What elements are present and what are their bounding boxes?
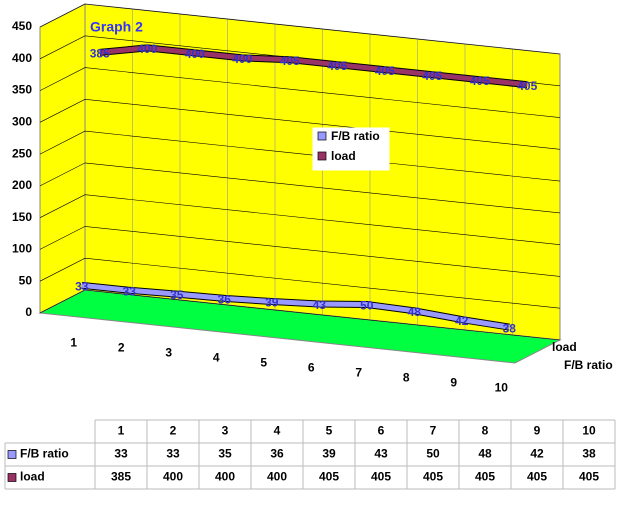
table-header: 8 [482,424,489,438]
table-header: 5 [326,424,333,438]
table-cell: 33 [166,447,180,461]
data-label: 35 [170,288,184,302]
data-label: 42 [455,314,469,328]
table-cell: 405 [579,470,599,484]
grid-line [39,162,561,214]
data-label: 400 [232,52,252,66]
y-tick-label: 450 [12,19,32,33]
table-cell: 33 [114,447,128,461]
data-label: 50 [360,299,374,313]
table-header: 3 [222,424,229,438]
data-label: 400 [137,42,157,56]
y-tick-label: 0 [25,305,32,319]
y-tick-label: 50 [19,273,33,287]
table-cell: 405 [475,470,495,484]
table-swatch [7,450,17,459]
table-row-label: F/B ratio [20,447,69,461]
data-label: 36 [218,293,232,307]
x-tick-label: 4 [213,351,220,365]
y-tick-label: 150 [12,210,32,224]
series-line [81,282,510,330]
table-cell: 36 [270,447,284,461]
data-label: 405 [280,54,300,68]
data-label: 405 [375,64,395,78]
table-header: 6 [378,424,385,438]
data-label: 405 [470,74,490,88]
y-tick-label: 200 [12,178,32,192]
table-header: 9 [534,424,541,438]
table-cell: 405 [371,470,391,484]
data-label: 43 [313,298,327,312]
depth-label: F/B ratio [564,358,613,372]
table-header: 2 [170,424,177,438]
table-cell: 43 [374,447,388,461]
table-swatch [7,473,17,482]
data-table: 1 2 3 4 5 6 7 8 9 10 F/B ratio 33 33 35 36 39 43 50 48 42 38… [4,419,616,490]
grid-line [39,289,561,341]
data-label: 405 [327,59,347,73]
grid-line [39,257,561,309]
grid-line [39,194,561,245]
grid-line [39,67,561,118]
depth-label: load [552,340,577,354]
table-cell: 405 [319,470,339,484]
x-tick-label: 2 [118,341,125,355]
table-cell: 42 [530,447,544,461]
legend-swatch [317,131,327,141]
legend-label: load [331,149,356,163]
chart-title: Graph 2 [90,19,143,35]
series-line [99,45,528,88]
table-cell: 405 [423,470,443,484]
data-label: 405 [517,79,537,93]
legend-label: F/B ratio [331,129,380,143]
table-cell: 400 [163,470,183,484]
legend: F/B ratio load [312,127,390,171]
table-cell: 400 [267,470,287,484]
grid-line [39,130,561,182]
data-label: 38 [503,321,517,335]
y-tick-label: 100 [12,242,32,256]
left-wall [39,3,86,314]
table-header: 7 [430,424,437,438]
x-tick-label: 1 [70,336,77,350]
grid-line [39,226,561,277]
table-cell: 35 [218,447,232,461]
table-cell: 50 [426,447,440,461]
x-tick-label: 7 [355,366,362,380]
x-tick-label: 10 [495,381,509,395]
data-label: 33 [75,279,89,293]
x-tick-label: 5 [260,356,267,370]
grid-line [39,98,561,150]
y-tick-label: 250 [12,146,32,160]
x-tick-label: 8 [403,371,410,385]
x-tick-label: 3 [165,346,172,360]
data-label: 39 [265,296,279,310]
table-header: 1 [118,424,125,438]
table-cell: 405 [527,470,547,484]
data-label: 405 [422,69,442,83]
legend-swatch [317,151,327,161]
data-label: 33 [123,284,137,298]
table-row-label: load [20,470,45,484]
data-label: 48 [408,305,422,319]
table-cell: 400 [215,470,235,484]
table-cell: 38 [582,447,596,461]
data-label: 385 [90,47,110,61]
table-cell: 39 [322,447,336,461]
y-tick-label: 300 [12,115,32,129]
table-cell: 48 [478,447,492,461]
table-header: 4 [274,424,281,438]
table-cell: 385 [111,470,131,484]
y-tick-label: 350 [12,83,32,97]
data-label: 400 [185,47,205,61]
x-tick-label: 9 [450,376,457,390]
x-tick-label: 6 [308,361,315,375]
grid-line [39,3,561,55]
y-tick-label: 400 [12,51,32,65]
table-header: 10 [582,424,596,438]
